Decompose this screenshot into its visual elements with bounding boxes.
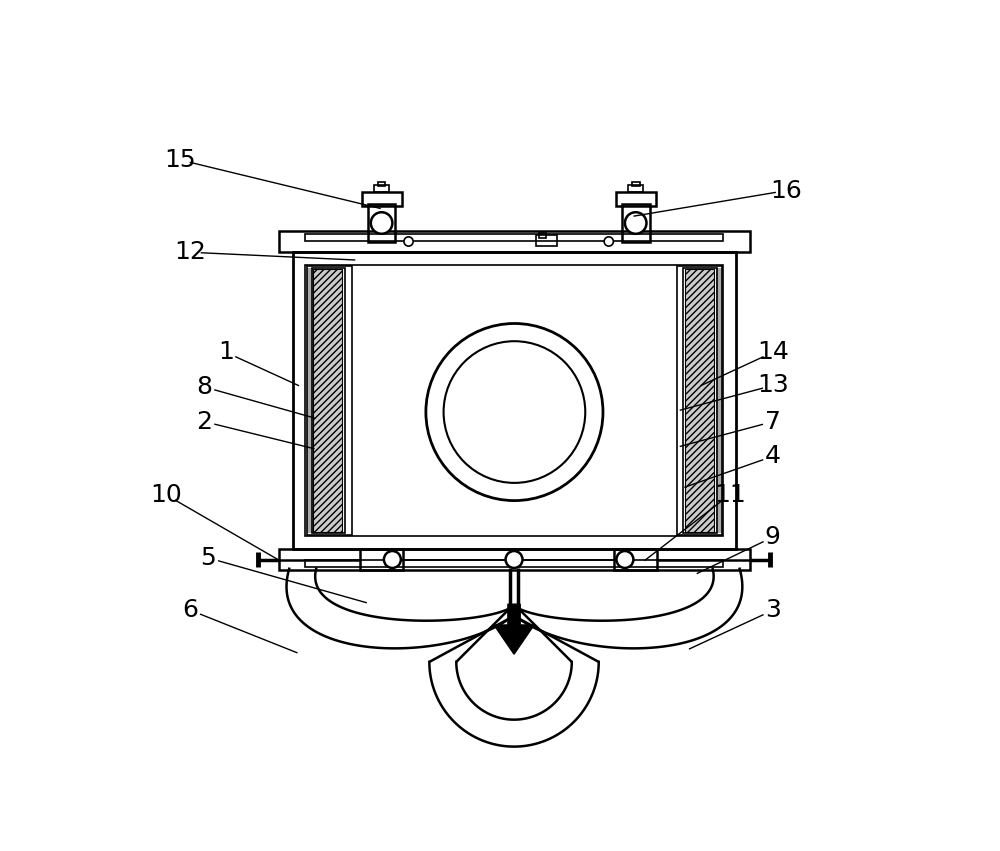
- Text: 15: 15: [164, 148, 196, 172]
- Bar: [362, 192, 402, 206]
- Bar: [360, 549, 403, 570]
- Bar: [616, 192, 656, 206]
- Text: 2: 2: [196, 409, 212, 434]
- Bar: [614, 549, 657, 570]
- Text: 14: 14: [757, 340, 789, 364]
- Circle shape: [506, 551, 523, 568]
- Text: 13: 13: [757, 374, 789, 397]
- Text: 11: 11: [714, 483, 746, 507]
- Bar: [716, 268, 722, 534]
- Text: 9: 9: [765, 525, 781, 549]
- Circle shape: [604, 237, 613, 246]
- Circle shape: [384, 551, 401, 568]
- Bar: [628, 185, 643, 192]
- Circle shape: [404, 237, 413, 246]
- Bar: [279, 549, 750, 570]
- Text: 5: 5: [200, 546, 216, 570]
- Circle shape: [625, 212, 646, 234]
- Circle shape: [616, 551, 633, 568]
- Bar: [305, 265, 723, 536]
- Circle shape: [426, 323, 603, 500]
- Bar: [368, 203, 395, 243]
- Bar: [307, 268, 313, 534]
- Bar: [305, 234, 723, 242]
- Bar: [374, 185, 389, 192]
- Bar: [279, 231, 750, 252]
- Bar: [632, 182, 640, 186]
- Text: 4: 4: [765, 444, 781, 468]
- Bar: [677, 266, 722, 535]
- Bar: [539, 233, 546, 237]
- Text: 8: 8: [196, 375, 212, 399]
- Bar: [378, 182, 385, 186]
- FancyArrow shape: [494, 604, 534, 654]
- Circle shape: [371, 212, 392, 234]
- Text: 10: 10: [150, 483, 182, 507]
- Bar: [293, 252, 736, 549]
- Text: 6: 6: [183, 598, 199, 622]
- Bar: [685, 269, 714, 532]
- Text: 1: 1: [218, 340, 234, 364]
- Bar: [536, 236, 557, 246]
- Bar: [683, 268, 717, 534]
- Text: 3: 3: [765, 598, 781, 622]
- Text: 16: 16: [770, 179, 802, 203]
- Bar: [313, 269, 342, 532]
- Bar: [305, 559, 723, 568]
- Text: 12: 12: [175, 240, 207, 265]
- Text: 7: 7: [765, 409, 781, 434]
- Bar: [307, 266, 352, 535]
- Circle shape: [444, 341, 585, 483]
- Bar: [312, 268, 345, 534]
- Bar: [622, 203, 650, 243]
